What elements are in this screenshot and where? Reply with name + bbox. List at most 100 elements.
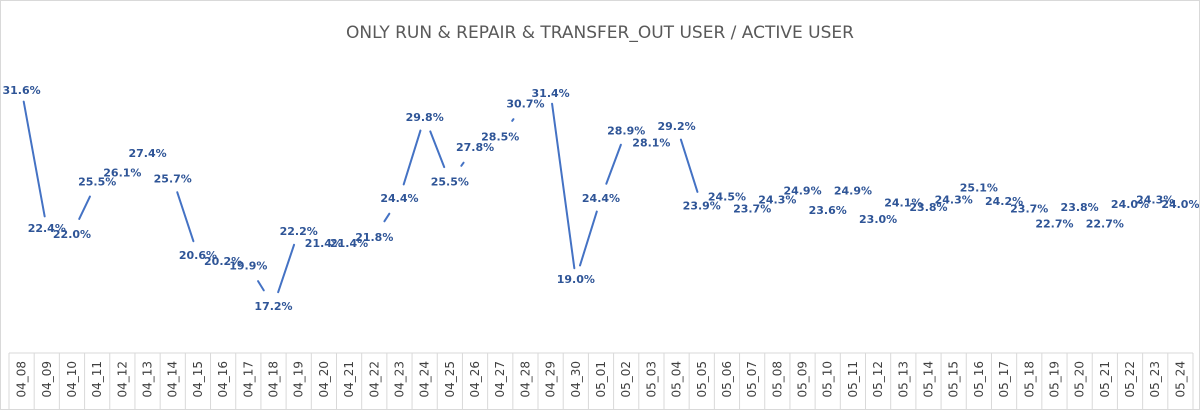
data-labels: 31.6%22.4%22.0%25.5%26.1%27.4%25.7%20.6%… [3, 84, 1199, 313]
data-label: 25.5% [431, 176, 469, 189]
x-tick-label: 05_02 [619, 361, 633, 398]
data-label: 24.9% [783, 185, 821, 198]
x-tick-label: 05_10 [821, 361, 835, 398]
data-label: 19.0% [557, 273, 595, 286]
series-line-segment [176, 191, 195, 243]
data-label: 24.4% [582, 192, 620, 205]
data-label: 21.4% [305, 237, 343, 250]
data-label: 24.3% [1136, 194, 1174, 207]
x-tick-label: 04_15 [191, 361, 205, 398]
x-tick-label: 04_12 [115, 361, 129, 398]
x-tick-label: 04_27 [493, 361, 507, 398]
data-label: 22.7% [1035, 218, 1073, 231]
x-tick-label: 05_09 [796, 361, 810, 398]
series-line-segment [78, 195, 91, 220]
data-label: 22.7% [1086, 218, 1124, 231]
x-tick-label: 04_26 [468, 361, 482, 398]
chart-title: ONLY RUN & REPAIR & TRANSFER_OUT USER / … [346, 23, 854, 43]
x-tick-label: 04_18 [267, 361, 281, 398]
x-tick-label: 05_13 [896, 361, 910, 398]
data-label: 24.4% [380, 192, 418, 205]
data-label: 24.0% [1161, 198, 1199, 211]
data-label: 22.2% [280, 225, 318, 238]
x-tick-label: 05_21 [1098, 361, 1112, 398]
data-label: 28.1% [632, 137, 670, 150]
data-label: 24.1% [884, 197, 922, 210]
x-tick-label: 04_14 [166, 361, 180, 398]
series-line-segment [605, 143, 622, 185]
data-label: 29.8% [406, 111, 444, 124]
data-label: 24.9% [834, 185, 872, 198]
data-label: 23.7% [1010, 203, 1048, 216]
x-tick-label: 05_20 [1073, 361, 1087, 398]
data-label: 22.4% [28, 222, 66, 235]
x-tick-label: 04_20 [317, 361, 331, 398]
x-tick-label: 05_07 [745, 361, 759, 398]
data-label: 24.0% [1111, 198, 1149, 211]
x-tick-label: 04_21 [342, 361, 356, 398]
data-label: 21.8% [355, 231, 393, 244]
data-label: 24.5% [708, 191, 746, 204]
data-label: 31.6% [3, 84, 41, 97]
x-tick-label: 05_01 [594, 361, 608, 398]
x-tick-label: 04_19 [292, 361, 306, 398]
x-axis-ticks: 04_08 04_09 04_10 04_11 04_12 04_13 04_14 04_15… [8, 353, 1194, 409]
x-tick-label: 04_08 [15, 361, 29, 398]
x-tick-label: 04_30 [569, 361, 583, 398]
data-label: 20.6% [179, 249, 217, 262]
x-tick-label: 05_18 [1022, 361, 1036, 398]
data-label: 31.4% [532, 87, 570, 100]
data-label: 24.3% [758, 194, 796, 207]
x-tick-label: 05_14 [921, 361, 935, 398]
series-line-segment [429, 130, 446, 169]
series-line-segment [460, 161, 465, 167]
x-tick-label: 04_24 [418, 361, 432, 398]
x-tick-label: 05_03 [644, 361, 658, 398]
series-line-segment [257, 280, 265, 292]
x-tick-label: 05_04 [670, 361, 684, 398]
series-line-segment [579, 210, 598, 267]
data-label: 23.6% [809, 204, 847, 217]
data-label: 22.0% [53, 228, 91, 241]
x-tick-label: 05_22 [1123, 361, 1137, 398]
data-label: 20.2% [204, 255, 242, 268]
x-tick-label: 04_28 [518, 361, 532, 398]
series-line-segment [277, 243, 296, 294]
data-label: 25.7% [154, 173, 192, 186]
x-tick-label: 05_16 [972, 361, 986, 398]
data-label: 23.8% [1061, 201, 1099, 214]
x-tick-label: 05_05 [695, 361, 709, 398]
series-line-segment [383, 212, 391, 223]
x-tick-label: 04_17 [241, 361, 255, 398]
x-tick-label: 04_11 [90, 361, 104, 398]
data-label: 21.4% [330, 237, 368, 250]
x-tick-label: 04_10 [65, 361, 79, 398]
data-label: 24.2% [985, 195, 1023, 208]
x-tick-label: 05_17 [997, 361, 1011, 398]
x-tick-label: 05_23 [1148, 361, 1162, 398]
series-line-segment [511, 118, 515, 122]
series-line-segment [22, 100, 46, 218]
x-tick-label: 05_12 [871, 361, 885, 398]
x-tick-label: 04_09 [40, 361, 54, 398]
x-tick-label: 04_22 [367, 361, 381, 398]
data-label: 27.8% [456, 141, 494, 154]
data-label: 17.2% [254, 300, 292, 313]
data-label: 30.7% [506, 98, 544, 111]
x-tick-label: 04_29 [544, 361, 558, 398]
x-tick-label: 04_16 [216, 361, 230, 398]
data-label: 23.9% [683, 200, 721, 213]
x-tick-label: 05_19 [1047, 361, 1061, 398]
data-label: 26.1% [103, 167, 141, 180]
x-tick-label: 05_15 [947, 361, 961, 398]
series-line-segment [679, 138, 699, 193]
series-line-segment [402, 129, 422, 186]
data-label: 25.1% [960, 182, 998, 195]
x-tick-label: 04_13 [141, 361, 155, 398]
x-tick-label: 05_24 [1173, 361, 1187, 398]
data-label: 29.2% [657, 120, 695, 133]
data-label: 24.3% [935, 194, 973, 207]
data-label: 25.5% [78, 176, 116, 189]
